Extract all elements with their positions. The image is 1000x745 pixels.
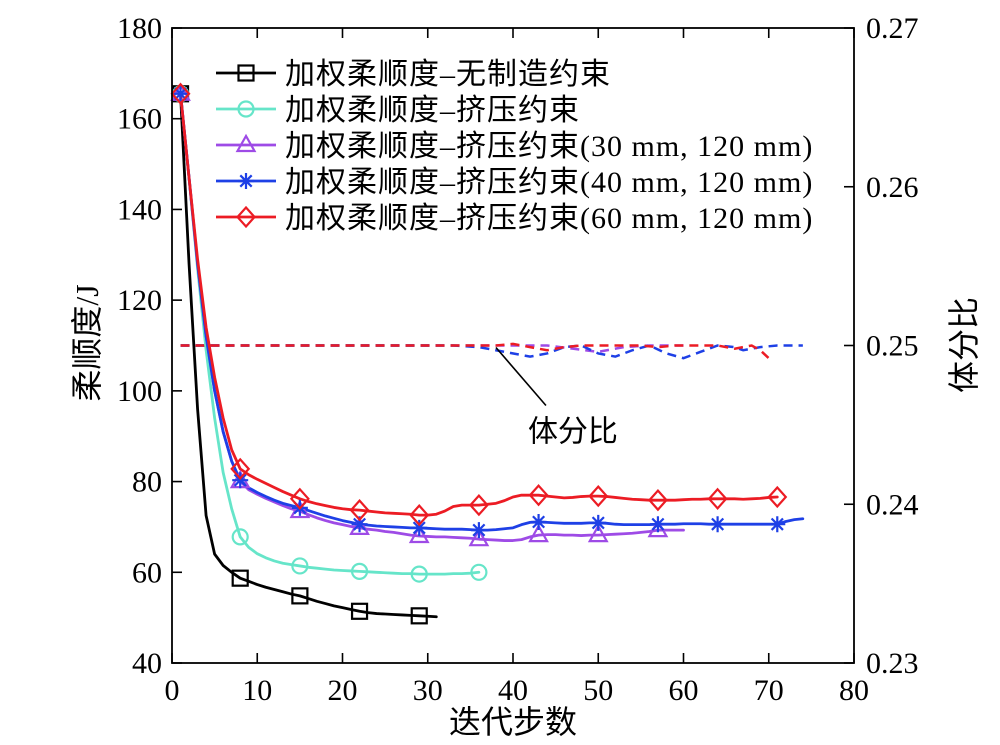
data-point-marker: [349, 499, 370, 522]
data-point-marker: [289, 487, 310, 510]
data-point-marker: [530, 513, 547, 530]
y-tick-label: 180: [117, 12, 162, 45]
legend-marker: [236, 205, 256, 229]
legend-marker: [237, 100, 255, 118]
data-point-marker: [289, 499, 311, 519]
legend-entry: 加权柔顺度–无制造约束: [216, 58, 611, 91]
y-tick-label: 140: [117, 193, 162, 226]
data-point-marker: [350, 602, 369, 620]
y-tick-label: 80: [132, 466, 162, 499]
compliance-series-line: [179, 92, 481, 576]
y2-tick-label: 0.27: [866, 12, 919, 45]
data-point-marker: [587, 523, 609, 543]
data-point-marker: [170, 82, 191, 105]
legend-marker: [237, 64, 255, 82]
data-point-marker: [468, 494, 489, 517]
data-point-marker: [230, 457, 251, 481]
data-point-marker: [232, 472, 249, 489]
data-point-marker: [351, 516, 368, 533]
data-point-marker: [409, 503, 430, 527]
legend-label: 加权柔顺度–无制造约束: [285, 58, 611, 91]
legend-label: 加权柔顺度–挤压约束(60 mm, 120 mm): [285, 202, 813, 235]
x-tick-label: 60: [669, 674, 699, 707]
legend-entry: 加权柔顺度–挤压约束: [216, 94, 580, 127]
volume-fraction-series-line: [180, 344, 803, 360]
x-axis-label: 迭代步数: [449, 704, 577, 740]
y2-tick-label: 0.23: [866, 647, 919, 680]
y2-tick-label: 0.26: [866, 171, 919, 204]
data-point-marker: [707, 487, 728, 510]
volume-fraction-lines: [180, 342, 803, 360]
x-tick-label: 70: [754, 674, 784, 707]
y-tick-label: 60: [132, 556, 162, 589]
data-point-marker: [528, 484, 549, 507]
data-point-marker: [590, 514, 607, 531]
legend-label: 加权柔顺度–挤压约束(30 mm, 120 mm): [285, 130, 813, 163]
data-point-marker: [767, 485, 788, 509]
data-point-marker: [291, 587, 309, 605]
data-point-marker: [588, 484, 609, 508]
legend-label: 加权柔顺度–挤压约束: [285, 94, 580, 127]
legend-entry: 加权柔顺度–挤压约束(30 mm, 120 mm): [216, 130, 813, 163]
legend-entry: 加权柔顺度–挤压约束(60 mm, 120 mm): [216, 202, 813, 235]
x-tick-label: 30: [413, 674, 443, 707]
data-point-marker: [231, 569, 249, 587]
axis-ticks: 0 10 20 30 40 50 60 70 80 40 60 80 100 120 140 160 180 0.…: [117, 12, 919, 707]
compliance-lines: [179, 92, 805, 619]
data-point-marker: [410, 607, 428, 625]
data-point-marker: [649, 516, 666, 533]
y2-tick-label: 0.24: [866, 488, 919, 521]
compliance-series-line: [179, 92, 805, 532]
y-axis-label: 柔顺度/J: [69, 284, 105, 401]
y2-axis-label: 体分比: [946, 297, 982, 393]
legend-entry: 加权柔顺度–挤压约束(40 mm, 120 mm): [216, 166, 813, 199]
x-tick-label: 10: [242, 674, 272, 707]
volume-fraction-series-line: [180, 342, 770, 360]
y-tick-label: 100: [117, 375, 162, 408]
data-point-marker: [349, 516, 370, 535]
data-point-marker: [410, 565, 428, 583]
compliance-series-line: [179, 92, 779, 517]
data-point-marker: [528, 523, 549, 543]
x-tick-label: 20: [328, 674, 358, 707]
annotation-pointer-line: [495, 346, 547, 407]
data-point-marker: [468, 527, 490, 547]
compliance-markers: [170, 82, 788, 625]
x-tick-label: 0: [165, 674, 180, 707]
y-tick-label: 120: [117, 284, 162, 317]
x-tick-label: 50: [583, 674, 613, 707]
y2-tick-label: 0.25: [866, 330, 919, 363]
data-point-marker: [408, 524, 430, 544]
legend-marker: [238, 173, 254, 189]
annotation-label: 体分比: [528, 416, 618, 449]
data-point-marker: [291, 557, 309, 575]
annotation: 体分比: [495, 346, 618, 449]
data-point-marker: [470, 563, 488, 581]
data-point-marker: [470, 522, 487, 539]
data-point-marker: [231, 528, 249, 546]
data-point-marker: [769, 516, 786, 533]
data-point-marker: [647, 489, 668, 512]
x-tick-label: 80: [839, 674, 869, 707]
compliance-series-line: [179, 92, 685, 542]
data-point-marker: [350, 562, 369, 580]
data-point-marker: [411, 519, 428, 536]
legend-marker: [235, 133, 257, 153]
y-tick-label: 160: [117, 103, 162, 136]
data-point-marker: [172, 85, 189, 102]
y-tick-label: 40: [132, 647, 162, 680]
legend-label: 加权柔顺度–挤压约束(40 mm, 120 mm): [285, 166, 813, 199]
data-point-marker: [709, 516, 726, 533]
x-tick-label: 40: [498, 674, 528, 707]
